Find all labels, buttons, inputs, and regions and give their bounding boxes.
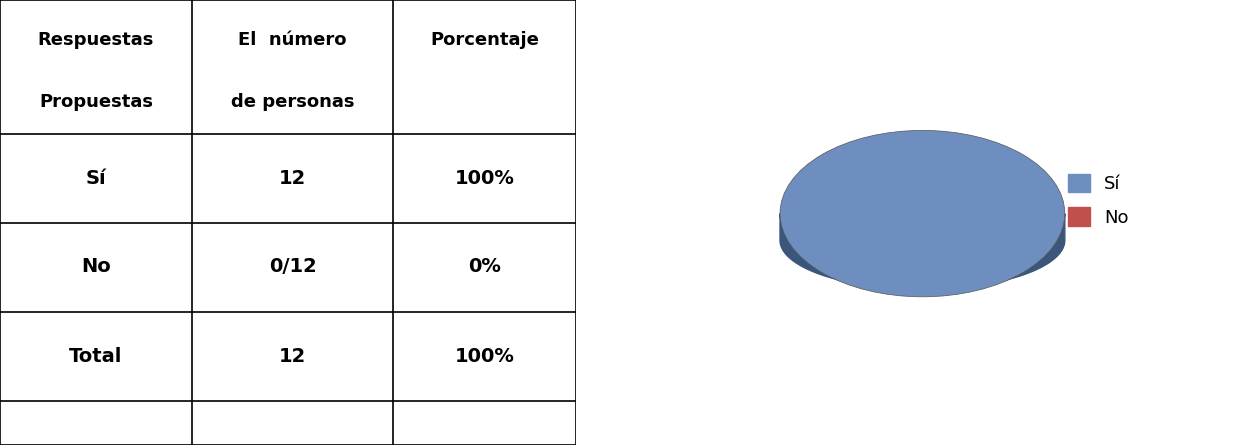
Text: 12: 12 (279, 169, 306, 187)
Text: El  número: El número (238, 31, 347, 49)
Text: 0%: 0% (468, 258, 501, 276)
Text: Respuestas: Respuestas (37, 31, 154, 49)
Text: 0/12: 0/12 (269, 258, 316, 276)
Text: Porcentaje: Porcentaje (430, 31, 539, 49)
Text: Sí: Sí (85, 169, 107, 187)
Text: 100%: 100% (455, 169, 514, 187)
Text: No: No (81, 258, 110, 276)
Text: Propuestas: Propuestas (38, 93, 152, 111)
Legend: Sí, No: Sí, No (1061, 166, 1136, 234)
Text: de personas: de personas (230, 93, 354, 111)
Text: Total: Total (69, 347, 123, 365)
Text: 12: 12 (279, 347, 306, 365)
Ellipse shape (781, 130, 1064, 297)
Text: 100%: 100% (455, 347, 514, 365)
Polygon shape (781, 214, 1064, 289)
